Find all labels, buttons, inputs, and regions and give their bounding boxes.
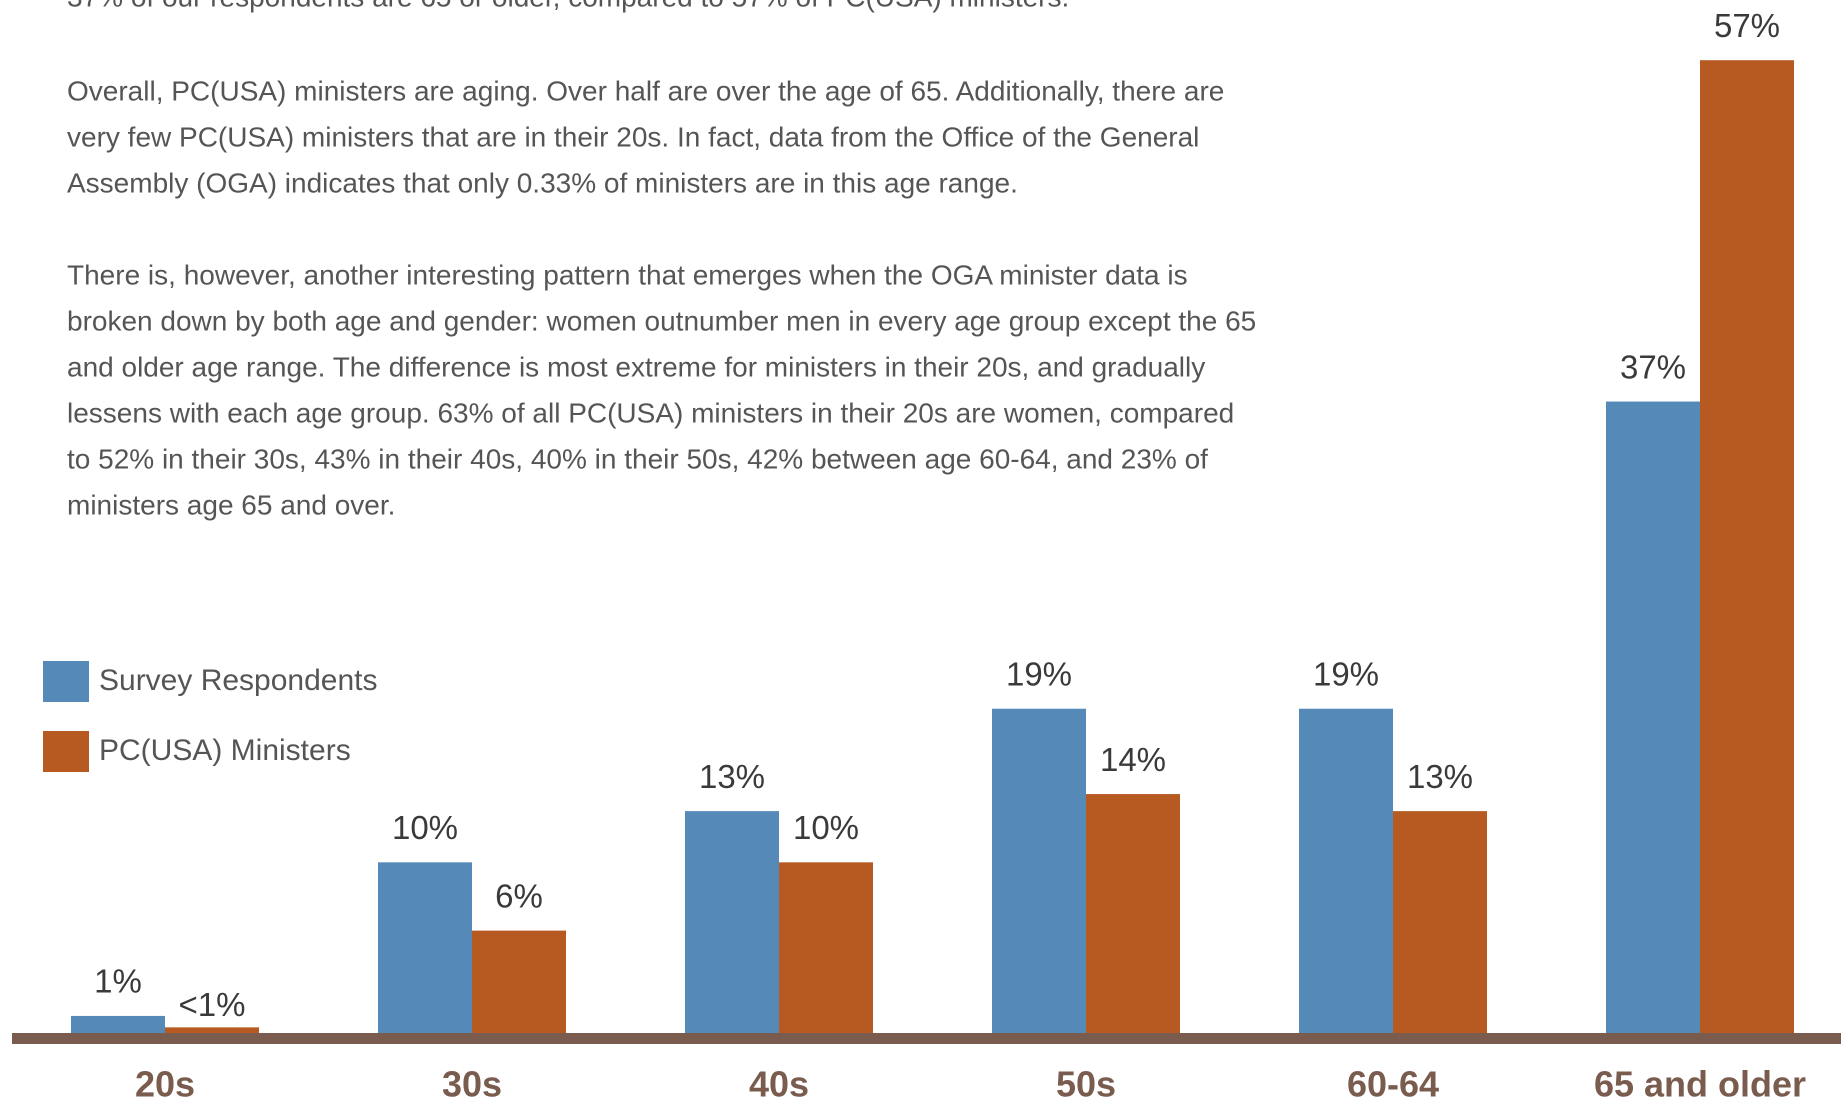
data-label: 10%: [392, 809, 458, 846]
bar: [1299, 708, 1393, 1033]
bar: [71, 1015, 165, 1033]
bar: [165, 1027, 259, 1033]
legend-swatch: [43, 661, 89, 702]
paragraph-line: lessens with each age group. 63% of all …: [67, 397, 1234, 428]
x-tick-label: 20s: [135, 1064, 195, 1104]
data-label: 14%: [1100, 741, 1166, 778]
bar: [1606, 401, 1700, 1033]
data-label: 57%: [1714, 7, 1780, 44]
bar: [472, 930, 566, 1033]
data-label: 6%: [495, 877, 543, 914]
paragraph-line: to 52% in their 30s, 43% in their 40s, 4…: [67, 443, 1208, 474]
x-tick-label: 30s: [442, 1064, 502, 1104]
x-tick-label: 60-64: [1347, 1064, 1439, 1104]
data-label: <1%: [179, 986, 246, 1023]
paragraph-line: and older age range. The difference is m…: [67, 351, 1205, 382]
legend-swatch: [43, 731, 89, 772]
bar: [685, 811, 779, 1033]
data-label: 13%: [1407, 758, 1473, 795]
bar: [1393, 811, 1487, 1033]
paragraph-line: There is, however, another interesting p…: [67, 259, 1188, 290]
paragraph-line: Assembly (OGA) indicates that only 0.33%…: [67, 167, 1018, 198]
baseline: [12, 1033, 1841, 1044]
paragraph-line: Overall, PC(USA) ministers are aging. Ov…: [67, 75, 1224, 106]
data-label: 1%: [94, 963, 142, 1000]
x-tick-label: 50s: [1056, 1064, 1116, 1104]
x-tick-label: 40s: [749, 1064, 809, 1104]
data-label: 10%: [793, 809, 859, 846]
paragraph-line: 37% of our respondents are 65 or older, …: [67, 0, 1069, 12]
paragraph-line: very few PC(USA) ministers that are in t…: [67, 121, 1199, 152]
bar: [1700, 60, 1794, 1033]
bar: [1086, 794, 1180, 1033]
data-label: 13%: [699, 758, 765, 795]
bar: [992, 708, 1086, 1033]
legend-label: PC(USA) Ministers: [99, 734, 351, 767]
paragraph-line: broken down by both age and gender: wome…: [67, 305, 1256, 336]
paragraph-line: ministers age 65 and over.: [67, 489, 395, 520]
data-label: 37%: [1620, 348, 1686, 385]
x-tick-label: 65 and older: [1594, 1064, 1806, 1104]
data-label: 19%: [1313, 655, 1379, 692]
bar: [779, 862, 873, 1033]
legend-label: Survey Respondents: [99, 664, 378, 697]
bar: [378, 862, 472, 1033]
data-label: 19%: [1006, 655, 1072, 692]
